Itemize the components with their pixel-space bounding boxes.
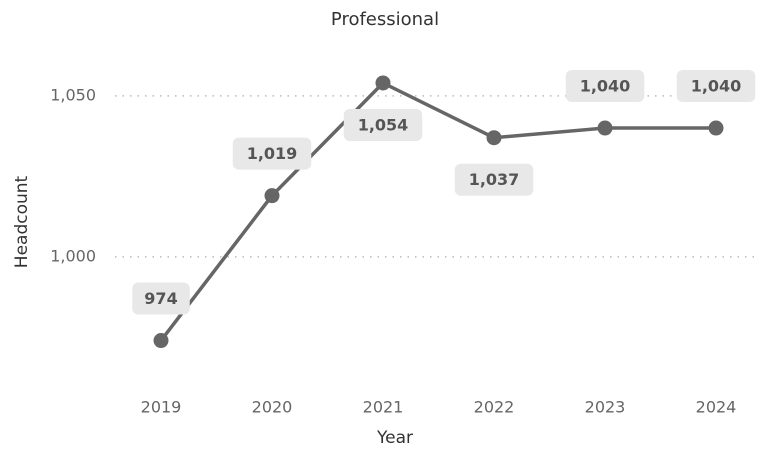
x-tick-label: 2019 [141,398,182,417]
value-label-box [676,70,756,103]
x-tick-label: 2023 [585,398,626,417]
value-label-box [565,70,645,103]
value-label-box [232,137,312,170]
point [486,130,502,146]
value-label-box [454,163,534,196]
x-tick-label: 2024 [696,398,737,417]
value-label: 1,040 [580,77,631,96]
y-tick-label: 1,000 [50,246,96,265]
value-label: 1,040 [691,77,742,96]
y-tick-label: 1,050 [50,85,96,104]
point [597,120,613,136]
point [153,333,169,349]
point [264,188,280,204]
x-tick-label: 2022 [474,398,515,417]
value-label-box [343,108,423,141]
point [708,120,724,136]
x-tick-label: 2020 [252,398,293,417]
value-label-box [132,282,190,315]
y-axis-label: Headcount [12,175,32,268]
value-label: 974 [144,289,177,308]
line [159,80,716,342]
x-tick-label: 2021 [363,398,404,417]
point [375,75,391,91]
value-label: 1,037 [469,170,520,189]
value-label: 1,054 [358,115,409,134]
x-axis-label: Year [376,428,413,448]
chart-title: Professional [331,9,439,30]
value-label: 1,019 [247,144,298,163]
